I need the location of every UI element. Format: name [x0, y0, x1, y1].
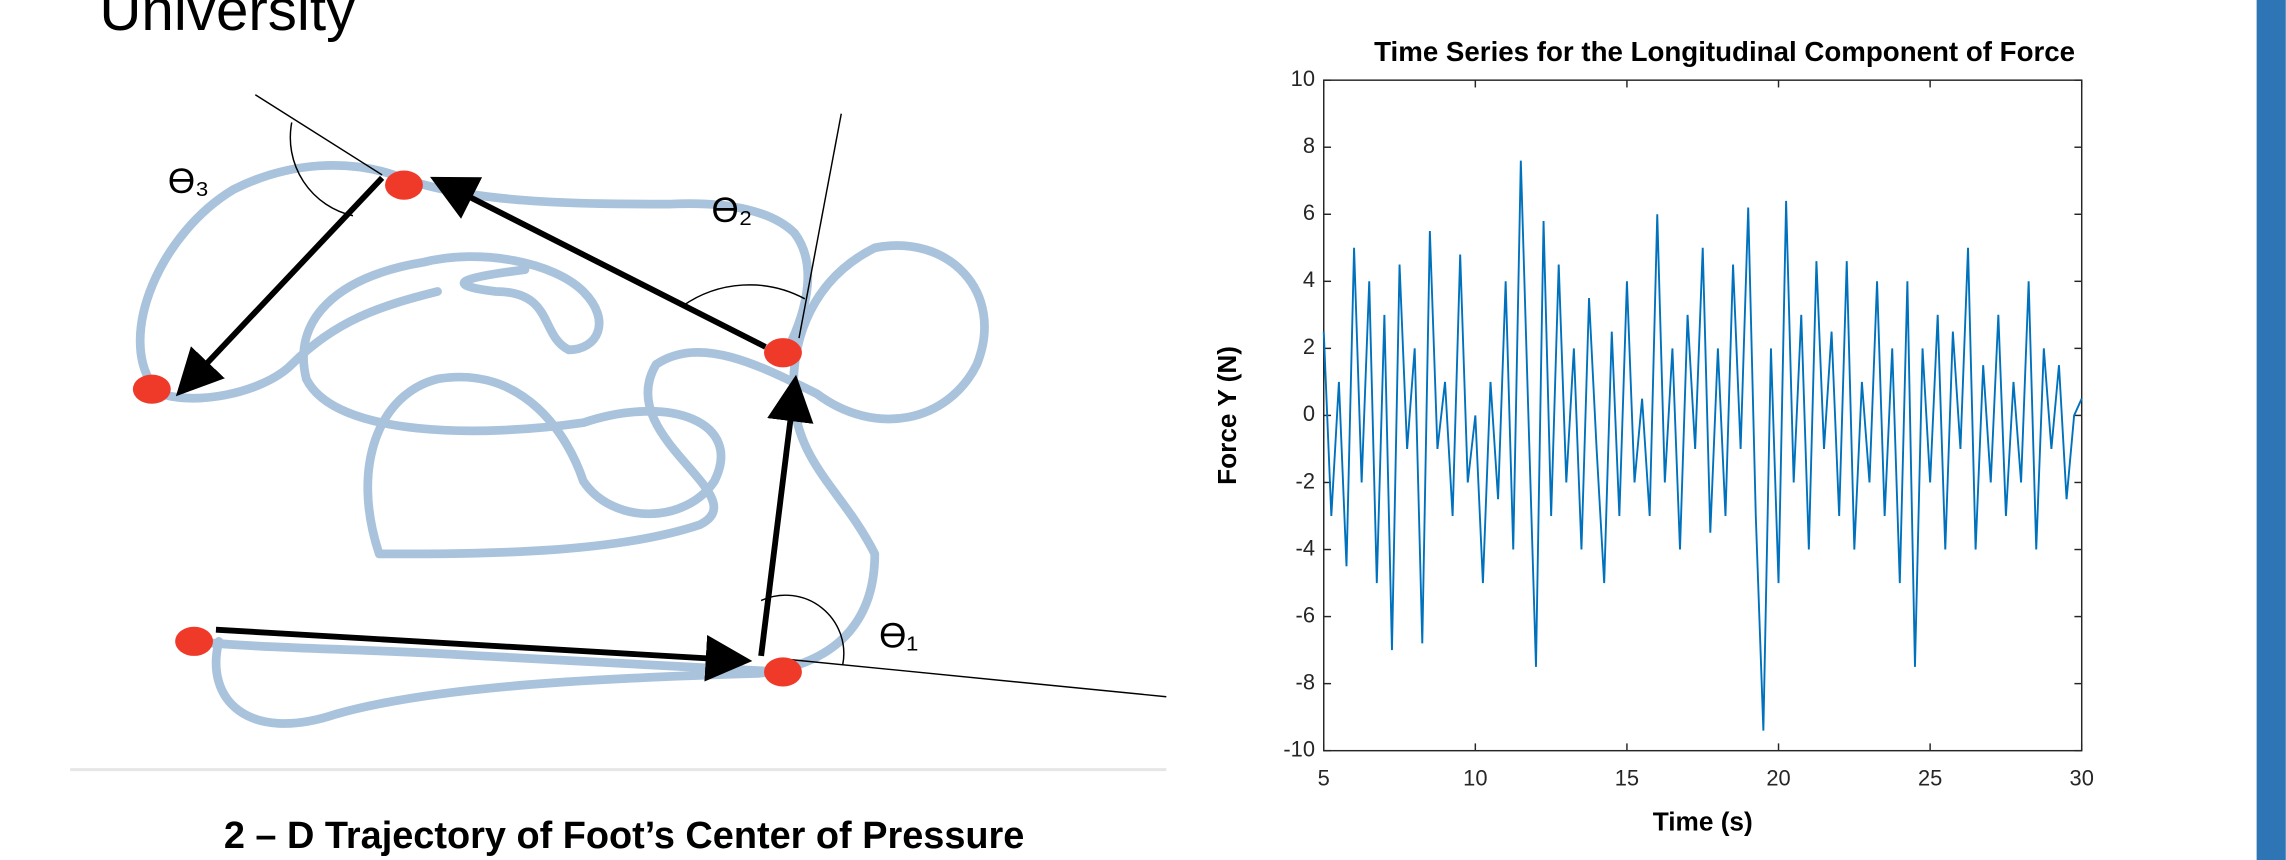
- y-axis-label: Force Y (N): [1212, 346, 1242, 485]
- angle-label: ϴ₁: [879, 617, 918, 656]
- header-title: University: [99, 0, 356, 43]
- x-tick-label: 25: [1918, 766, 1942, 791]
- y-tick-label: -2: [1296, 468, 1315, 493]
- chart-title: Time Series for the Longitudinal Compone…: [1374, 36, 2075, 67]
- y-tick-label: 6: [1303, 200, 1315, 225]
- x-tick-label: 10: [1463, 766, 1487, 791]
- x-tick-label: 20: [1766, 766, 1790, 791]
- y-tick-label: -6: [1296, 602, 1315, 627]
- y-tick-label: 0: [1303, 401, 1315, 426]
- angle-label: ϴ₃: [168, 162, 209, 201]
- y-tick-label: -10: [1283, 736, 1315, 761]
- trajectory: [135, 160, 989, 728]
- y-tick-label: -8: [1296, 669, 1315, 694]
- y-tick-label: 4: [1303, 267, 1315, 292]
- y-tick-label: 10: [1291, 66, 1315, 91]
- data-line: [1322, 160, 2083, 731]
- y-tick-label: 2: [1303, 334, 1315, 359]
- x-tick-label: 15: [1615, 766, 1639, 791]
- side-bar: [2256, 0, 2286, 860]
- x-axis-label: Time (s): [1653, 806, 1753, 836]
- y-tick-label: 8: [1303, 133, 1315, 158]
- angle-label: ϴ₂: [712, 191, 753, 230]
- x-tick-label: 5: [1318, 766, 1330, 791]
- y-tick-label: -4: [1296, 535, 1315, 560]
- reference-lines: [254, 94, 1167, 698]
- arrows: [175, 175, 814, 682]
- caption: 2 – D Trajectory of Foot’s Center of Pre…: [224, 815, 1025, 857]
- plot-area: [1323, 79, 2083, 752]
- x-tick-label: 30: [2070, 766, 2094, 791]
- points: [132, 170, 802, 687]
